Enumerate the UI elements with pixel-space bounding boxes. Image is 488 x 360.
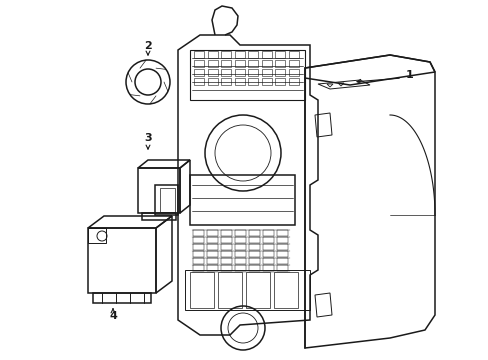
Bar — [288, 78, 298, 85]
Bar — [276, 258, 287, 264]
Bar — [194, 60, 203, 67]
Bar — [194, 69, 203, 76]
Bar — [263, 230, 273, 235]
Text: 2: 2 — [144, 41, 152, 51]
Bar — [193, 230, 203, 235]
Bar — [207, 51, 217, 58]
Bar — [288, 51, 298, 58]
Bar — [221, 237, 231, 243]
Bar — [248, 258, 260, 264]
Bar — [234, 78, 244, 85]
Bar — [221, 78, 230, 85]
Bar — [276, 237, 287, 243]
Bar — [194, 51, 203, 58]
Bar — [221, 60, 230, 67]
Bar — [235, 244, 245, 249]
Text: 1: 1 — [406, 70, 413, 80]
Bar — [207, 69, 217, 76]
Bar — [235, 237, 245, 243]
Bar — [247, 78, 258, 85]
Bar — [263, 265, 273, 270]
Bar — [207, 60, 217, 67]
Bar — [274, 60, 285, 67]
Bar — [234, 51, 244, 58]
Bar — [276, 251, 287, 257]
Bar — [221, 258, 231, 264]
Bar — [234, 69, 244, 76]
Bar — [274, 51, 285, 58]
Bar — [274, 69, 285, 76]
Bar — [276, 265, 287, 270]
Bar — [248, 251, 260, 257]
Bar — [261, 51, 271, 58]
Bar — [248, 237, 260, 243]
Bar — [221, 244, 231, 249]
Bar — [193, 244, 203, 249]
Bar — [263, 237, 273, 243]
Bar — [194, 78, 203, 85]
Bar — [276, 244, 287, 249]
Bar — [206, 244, 218, 249]
Bar — [221, 251, 231, 257]
Bar — [206, 251, 218, 257]
Bar — [274, 78, 285, 85]
Bar — [235, 230, 245, 235]
Bar — [247, 60, 258, 67]
Bar — [276, 230, 287, 235]
Bar — [206, 230, 218, 235]
Bar — [234, 60, 244, 67]
Bar — [235, 265, 245, 270]
Bar — [206, 265, 218, 270]
Bar — [288, 60, 298, 67]
Bar — [221, 51, 230, 58]
Bar — [206, 237, 218, 243]
Bar — [247, 51, 258, 58]
Bar — [263, 251, 273, 257]
Bar — [221, 69, 230, 76]
Bar — [193, 258, 203, 264]
Bar — [288, 69, 298, 76]
Bar — [193, 265, 203, 270]
Bar — [193, 251, 203, 257]
Bar — [263, 258, 273, 264]
Bar — [235, 258, 245, 264]
Bar — [221, 265, 231, 270]
Bar — [248, 265, 260, 270]
Bar — [206, 258, 218, 264]
Bar — [261, 69, 271, 76]
Bar — [193, 237, 203, 243]
Bar — [248, 244, 260, 249]
Bar — [235, 251, 245, 257]
Bar — [263, 244, 273, 249]
Text: 3: 3 — [144, 133, 151, 143]
Bar — [247, 69, 258, 76]
Bar — [261, 78, 271, 85]
Bar — [207, 78, 217, 85]
Text: 4: 4 — [109, 311, 117, 321]
Bar — [221, 230, 231, 235]
Bar — [248, 230, 260, 235]
Bar — [261, 60, 271, 67]
